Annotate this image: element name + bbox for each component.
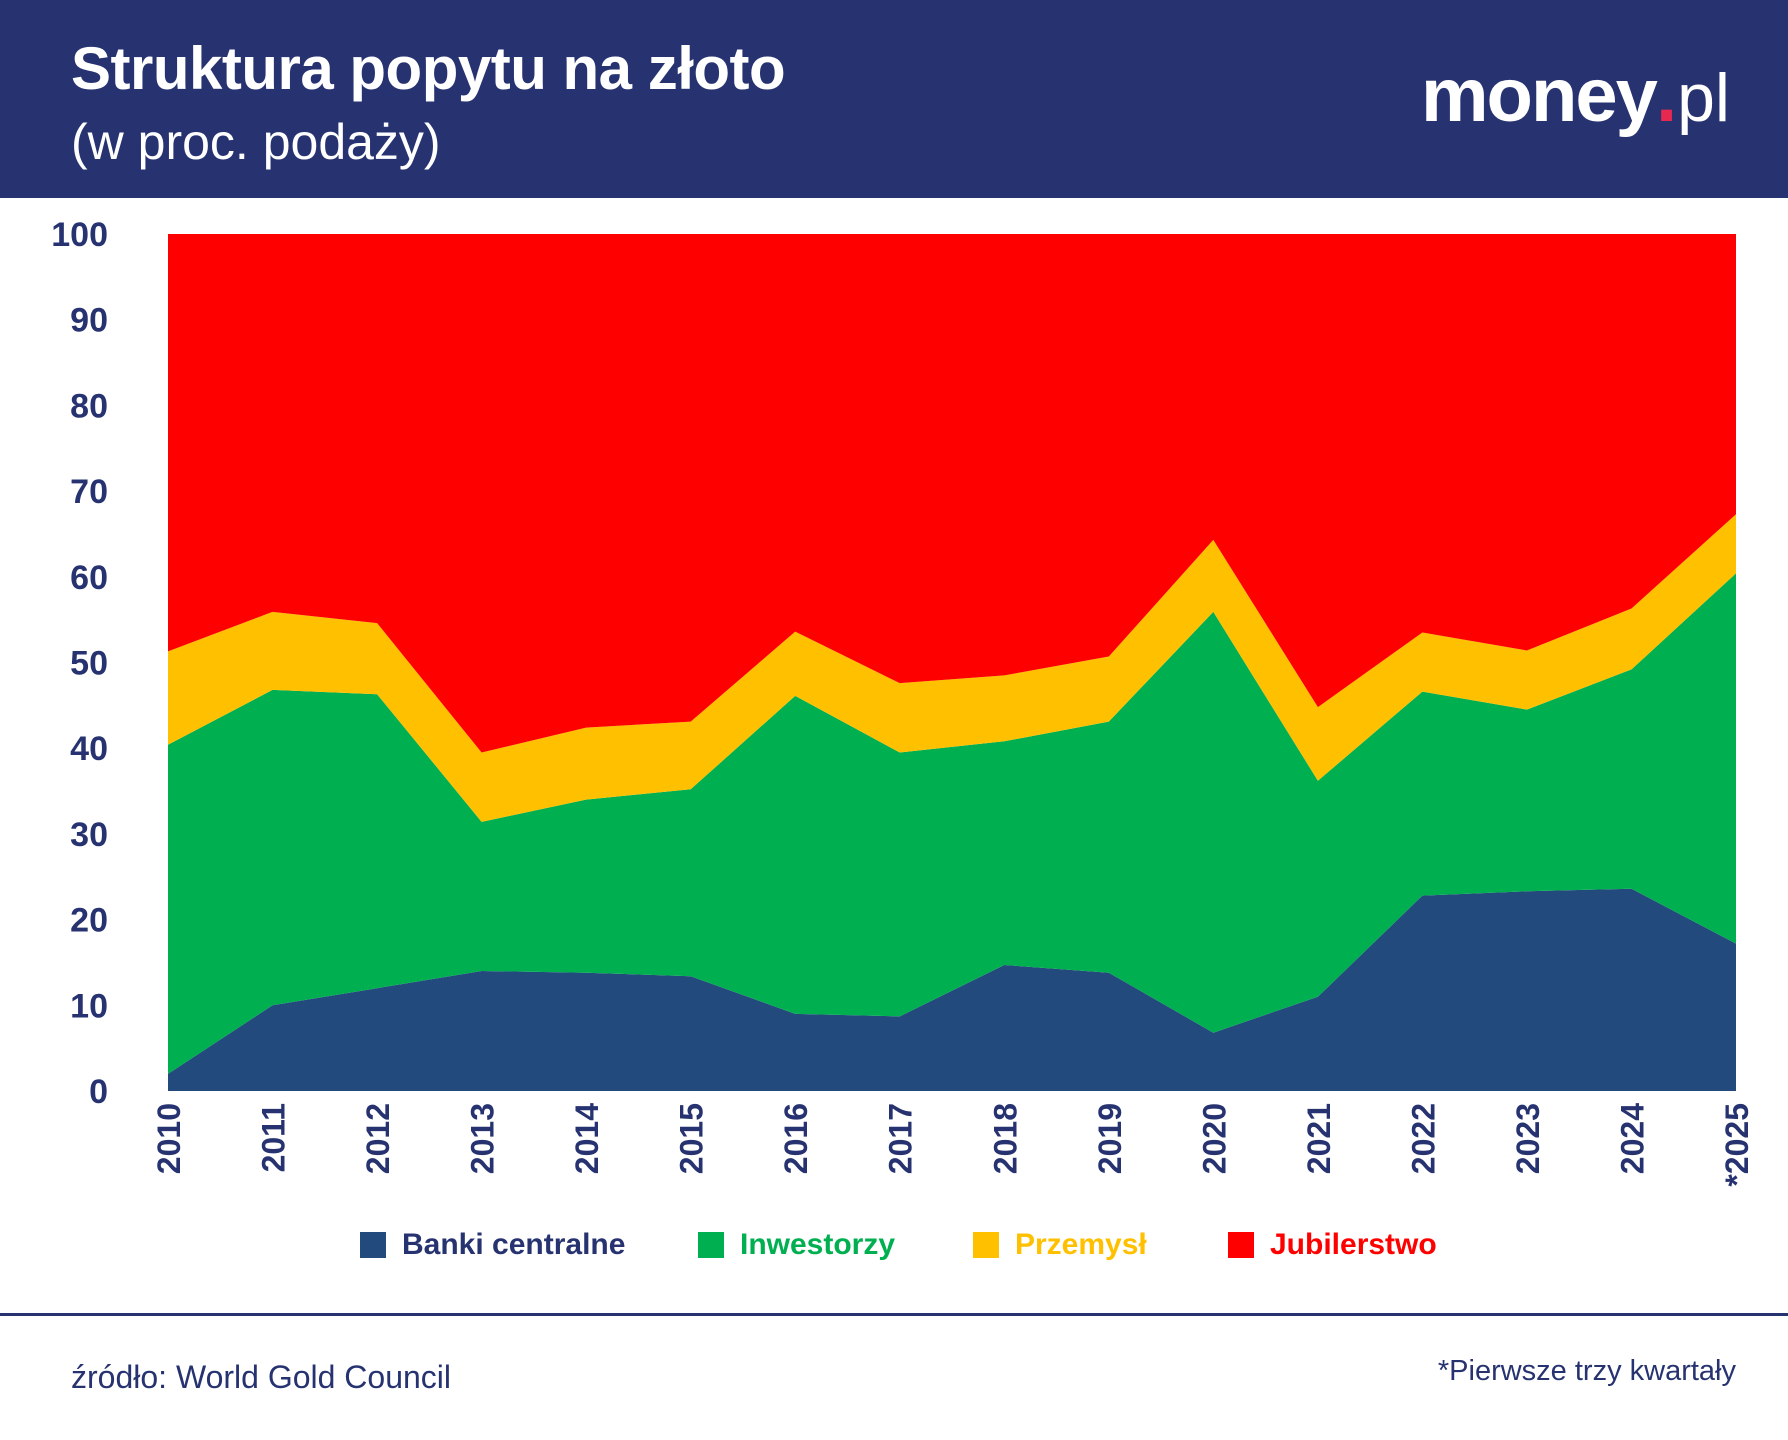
y-tick-label: 70 [70, 473, 108, 511]
x-tick-label: 2013 [465, 1103, 501, 1174]
area-inwestorzy [168, 573, 1736, 1074]
x-tick-label: 2017 [883, 1103, 919, 1174]
x-tick-label: *2025 [1719, 1103, 1755, 1187]
area-jubilerstwo [168, 234, 1736, 753]
y-tick-label: 100 [51, 216, 108, 254]
x-tick-label: 2021 [1301, 1103, 1337, 1174]
legend-item-jubilerstwo: Jubilerstwo [1228, 1228, 1437, 1262]
legend-swatch [1228, 1232, 1254, 1258]
y-tick-label: 60 [70, 559, 108, 597]
x-tick-label: 2024 [1614, 1103, 1650, 1174]
logo-tld: pl [1677, 60, 1730, 136]
x-tick-label: 2015 [674, 1103, 710, 1174]
y-axis-ticks: 0 10 20 30 40 50 60 70 80 90 100 [51, 216, 108, 1111]
y-tick-label: 20 [70, 902, 108, 940]
y-tick-label: 50 [70, 645, 108, 683]
y-tick-label: 30 [70, 816, 108, 854]
area-banki-centralne [168, 888, 1736, 1091]
legend-label: Przemysł [1015, 1228, 1147, 1261]
x-tick-label: 2020 [1196, 1103, 1232, 1174]
x-tick-label: 2014 [569, 1103, 605, 1174]
money-pl-logo[interactable]: money.pl [1421, 58, 1730, 134]
legend-item-inwestorzy: Inwestorzy [698, 1228, 895, 1262]
legend-label: Banki centralne [402, 1228, 626, 1261]
y-tick-label: 40 [70, 730, 108, 768]
header-banner: Struktura popytu na złoto (w proc. podaż… [0, 0, 1788, 198]
chart-title: Struktura popytu na złoto [71, 35, 786, 102]
legend-swatch [698, 1232, 724, 1258]
source-note: źródło: World Gold Council [71, 1359, 452, 1395]
chart-legend: Banki centralne Inwestorzy Przemysł Jubiler… [0, 1228, 1788, 1268]
x-tick-label: 2016 [778, 1103, 814, 1174]
x-tick-label: 2022 [1405, 1103, 1441, 1174]
x-tick-label: 2012 [360, 1103, 396, 1174]
legend-label: Inwestorzy [740, 1228, 896, 1261]
legend-item-przemysł: Przemysł [973, 1228, 1147, 1262]
legend-swatch [360, 1232, 386, 1258]
area-przemysł [168, 514, 1736, 822]
y-tick-label: 90 [70, 302, 108, 340]
footnote: *Pierwsze trzy kwartały [1437, 1355, 1736, 1387]
y-tick-label: 80 [70, 387, 108, 425]
logo-brand: money [1420, 53, 1658, 138]
y-tick-label: 10 [70, 987, 108, 1025]
legend-swatch [973, 1232, 999, 1258]
area-layers [168, 234, 1736, 1091]
x-tick-label: 2023 [1510, 1103, 1546, 1174]
legend-label: Jubilerstwo [1270, 1228, 1437, 1261]
chart-subtitle: (w proc. podaży) [71, 114, 441, 170]
x-tick-label: 2011 [256, 1103, 292, 1172]
x-tick-label: 2010 [151, 1103, 187, 1174]
footer-divider [0, 1313, 1788, 1316]
x-tick-label: 2018 [987, 1103, 1023, 1174]
y-tick-label: 0 [89, 1073, 108, 1111]
logo-dot: . [1655, 53, 1678, 138]
x-axis-ticks: 2010 2011 2012 2013 2014 2015 2016 2017 2018 2019… [151, 1103, 1755, 1187]
legend-item-banki-centralne: Banki centralne [360, 1228, 625, 1262]
x-tick-label: 2019 [1092, 1103, 1128, 1174]
